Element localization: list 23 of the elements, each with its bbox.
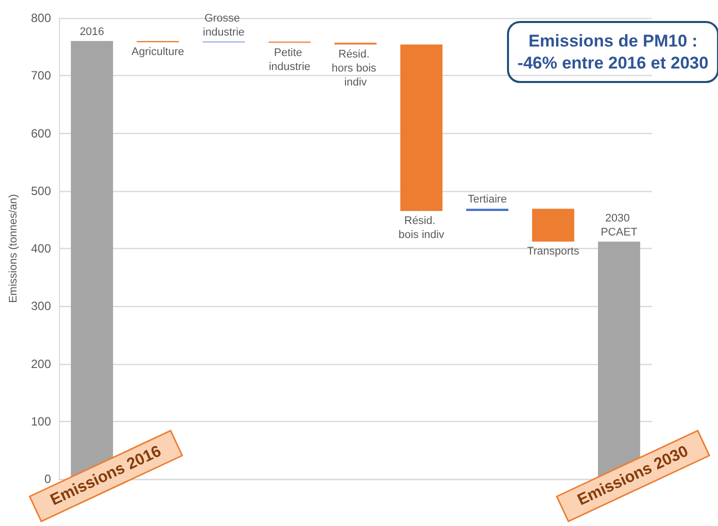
bar xyxy=(532,208,574,242)
y-tick-label: 600 xyxy=(30,126,52,140)
y-tick-label: 500 xyxy=(30,184,52,198)
bar xyxy=(400,44,442,212)
bar xyxy=(466,208,508,212)
x-tick-label: Petite industrie xyxy=(268,46,310,73)
y-tick-label: 400 xyxy=(30,242,52,256)
y-tick-label: 200 xyxy=(30,356,52,371)
text: Emissions de PM10 : -46% entre 2016 et 2030 xyxy=(518,32,708,72)
y-tick-label: 700 xyxy=(30,68,52,83)
x-tick-label: Transports xyxy=(527,246,580,258)
x-tick-label: 2016 xyxy=(80,26,104,38)
y-axis-title: Emissions (tonnes/an) xyxy=(8,194,20,303)
y-tick-label: 100 xyxy=(30,414,52,428)
y-tick-label: 800 xyxy=(30,11,52,25)
y-tick-label: 300 xyxy=(30,299,52,314)
x-tick-label: 2030 PCAET xyxy=(600,212,638,239)
x-tick-label: Grosse industrie xyxy=(202,12,245,39)
x-tick-label: Tertiaire xyxy=(468,194,507,206)
y-tick-label: 0 xyxy=(44,472,52,486)
x-tick-label: Agriculture xyxy=(132,46,184,58)
x-tick-label: Résid. bois indiv xyxy=(398,215,445,242)
x-tick-label: Résid. hors bois indiv xyxy=(332,48,380,89)
